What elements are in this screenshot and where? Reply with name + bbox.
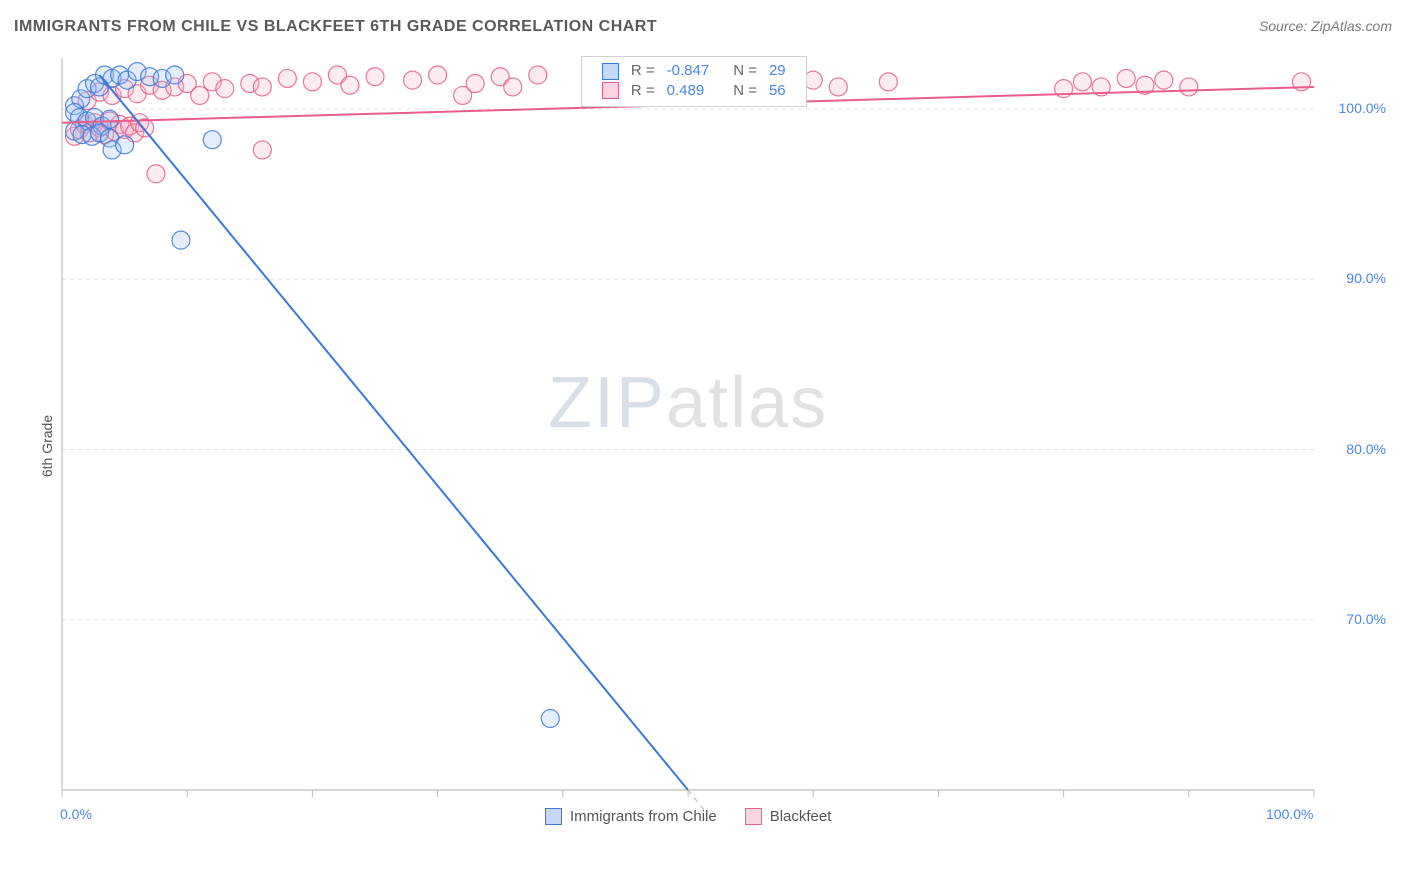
x-tick-label: 0.0% <box>60 806 92 822</box>
source-prefix: Source: <box>1259 18 1311 34</box>
y-tick-label: 90.0% <box>1326 270 1386 286</box>
header: IMMIGRANTS FROM CHILE VS BLACKFEET 6TH G… <box>14 18 1392 46</box>
stats-legend-row: R =0.489 N =56 <box>596 81 792 101</box>
series-legend: Immigrants from Chile Blackfeet <box>545 808 831 825</box>
legend-swatch <box>602 82 619 99</box>
r-value: -0.847 <box>661 61 716 81</box>
y-tick-label: 70.0% <box>1326 611 1386 627</box>
y-tick-label: 80.0% <box>1326 441 1386 457</box>
scatter-plot-svg <box>58 54 1318 814</box>
chart-area: ZIPatlas R =-0.847N =29R =0.489N =56 Imm… <box>58 54 1318 814</box>
r-label: R = <box>625 81 661 101</box>
series-name: Immigrants from Chile <box>570 808 717 825</box>
source-name: ZipAtlas.com <box>1311 18 1392 34</box>
x-tick-label: 100.0% <box>1266 806 1313 822</box>
source-credit: Source: ZipAtlas.com <box>1259 18 1392 34</box>
series-name: Blackfeet <box>770 808 832 825</box>
r-value: 0.489 <box>661 81 716 101</box>
legend-swatch <box>602 63 619 80</box>
n-value: 56 <box>763 81 792 101</box>
legend-swatch <box>545 808 562 825</box>
stats-legend: R =-0.847 N =29 R =0.489 N =56 <box>581 56 807 107</box>
series-legend-item: Blackfeet <box>745 808 832 825</box>
y-axis-label: 6th Grade <box>39 415 55 477</box>
n-value: 29 <box>763 61 792 81</box>
y-tick-label: 100.0% <box>1326 100 1386 116</box>
chart-title: IMMIGRANTS FROM CHILE VS BLACKFEET 6TH G… <box>14 18 657 35</box>
n-label: N = <box>727 81 763 101</box>
series-legend-item: Immigrants from Chile <box>545 808 717 825</box>
stats-legend-row: R =-0.847 N =29 <box>596 61 792 81</box>
r-label: R = <box>625 61 661 81</box>
n-label: N = <box>727 61 763 81</box>
legend-swatch <box>745 808 762 825</box>
